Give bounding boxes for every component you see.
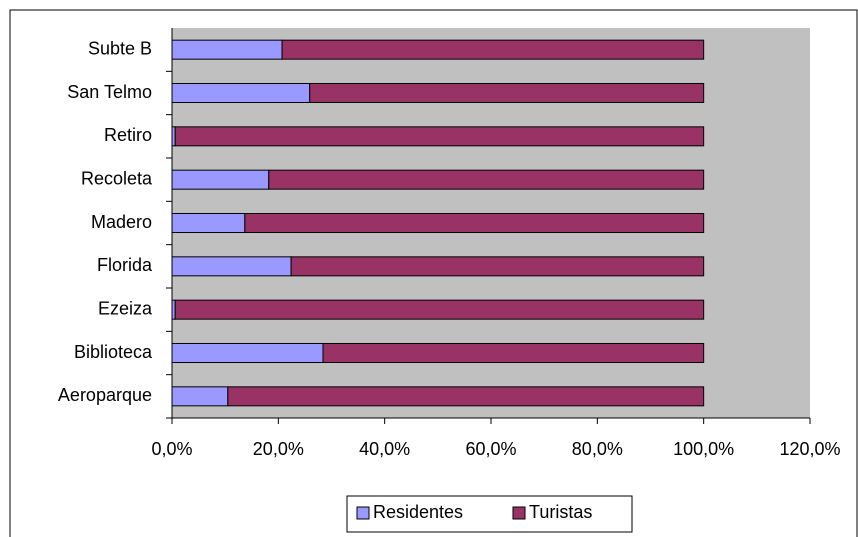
bar-segment <box>322 343 705 363</box>
bar-segment <box>244 213 705 233</box>
x-tick-label: 100,0% <box>673 439 734 459</box>
x-tick-label: 120,0% <box>779 439 840 459</box>
bar-segment <box>171 83 311 103</box>
bar-segment <box>227 386 705 407</box>
x-tick-label: 80,0% <box>572 439 623 459</box>
y-tick-label: Aeroparque <box>58 385 152 405</box>
bar-segment <box>268 169 705 190</box>
bar-segment <box>171 213 246 233</box>
y-tick-label: Madero <box>91 212 152 232</box>
bar-segment <box>171 343 324 363</box>
bar-segment <box>171 386 229 407</box>
bar-segment <box>281 39 705 60</box>
legend-label: Residentes <box>373 502 463 522</box>
bar-segment <box>174 126 705 147</box>
bar-segment <box>174 299 705 320</box>
bar-segment <box>171 169 270 190</box>
legend-label: Turistas <box>529 502 592 522</box>
y-tick-label: San Telmo <box>67 82 152 102</box>
y-tick-label: Recoleta <box>81 168 153 188</box>
bar-segment <box>309 83 705 103</box>
x-tick-label: 0,0% <box>151 439 192 459</box>
chart-frame <box>9 9 858 537</box>
y-tick-label: Biblioteca <box>74 342 153 362</box>
x-tick-label: 40,0% <box>359 439 410 459</box>
bar-segment <box>290 256 705 277</box>
bar-segment <box>171 39 283 60</box>
x-tick-label: 60,0% <box>465 439 516 459</box>
legend-swatch <box>512 506 526 520</box>
bar-segment <box>171 256 292 277</box>
legend-box <box>346 495 633 533</box>
legend-swatch <box>356 506 370 520</box>
y-tick-label: Ezeiza <box>98 298 153 318</box>
y-tick-label: Subte B <box>88 38 152 58</box>
y-tick-label: Retiro <box>104 125 152 145</box>
x-tick-label: 20,0% <box>253 439 304 459</box>
y-tick-label: Florida <box>97 255 153 275</box>
